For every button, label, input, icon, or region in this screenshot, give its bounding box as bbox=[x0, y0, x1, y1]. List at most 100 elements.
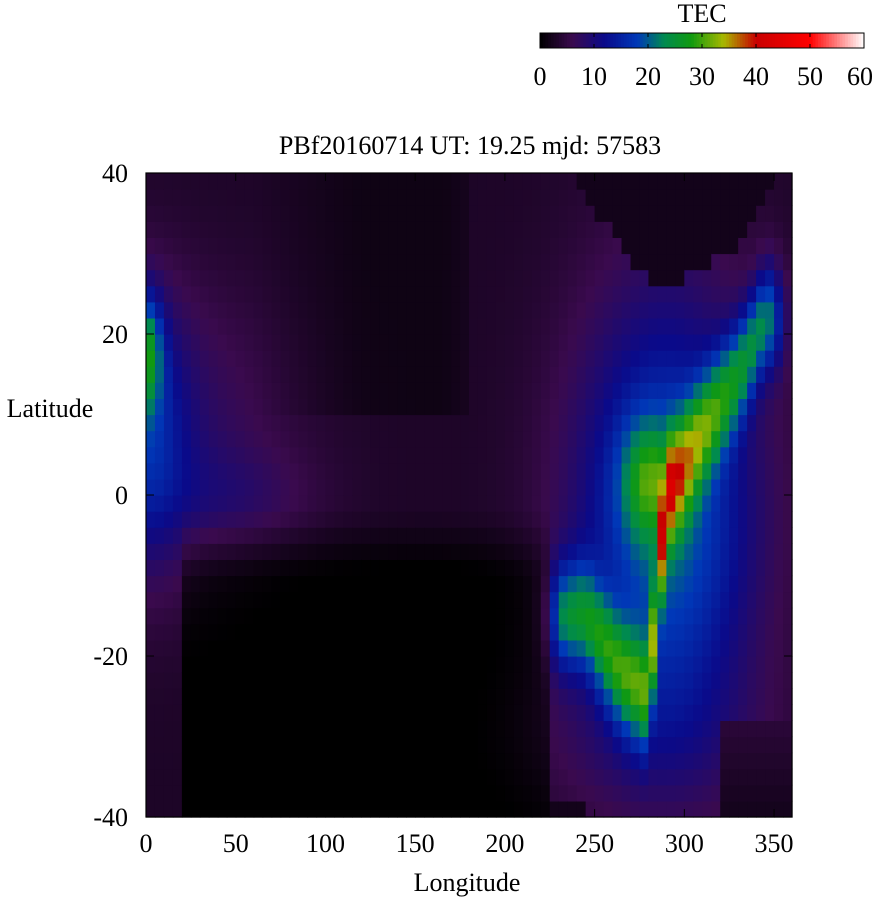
colorbar-segment bbox=[861, 33, 865, 48]
heatmap-cell bbox=[280, 301, 291, 319]
heatmap-cell bbox=[729, 559, 739, 577]
heatmap-cell bbox=[307, 414, 318, 432]
heatmap-cell bbox=[576, 414, 587, 432]
heatmap-cell bbox=[244, 623, 255, 641]
heatmap-cell bbox=[648, 688, 659, 705]
heatmap-cell bbox=[289, 656, 300, 673]
heatmap-cell bbox=[684, 285, 694, 303]
heatmap-cell bbox=[567, 768, 578, 786]
heatmap-cell bbox=[172, 752, 183, 770]
colorbar-segment bbox=[621, 33, 625, 48]
colorbar-segment bbox=[837, 33, 841, 48]
heatmap-cell bbox=[594, 656, 605, 673]
heatmap-cell bbox=[388, 768, 398, 786]
heatmap-cell bbox=[666, 350, 676, 367]
heatmap-cell bbox=[522, 269, 533, 287]
heatmap-cell bbox=[154, 591, 165, 609]
heatmap-cell bbox=[307, 205, 318, 222]
heatmap-cell bbox=[307, 672, 318, 689]
x-tick-label: 50 bbox=[223, 829, 249, 858]
heatmap-cell bbox=[352, 350, 362, 367]
heatmap-cell bbox=[657, 688, 667, 705]
heatmap-cell bbox=[585, 511, 596, 528]
heatmap-cell bbox=[675, 430, 685, 448]
heatmap-cell bbox=[774, 173, 784, 190]
heatmap-cell bbox=[720, 237, 730, 255]
heatmap-cell bbox=[675, 559, 685, 577]
heatmap-cell bbox=[469, 495, 479, 512]
heatmap-cell bbox=[594, 398, 605, 416]
heatmap-cell bbox=[433, 607, 443, 625]
heatmap-cell bbox=[756, 430, 766, 448]
heatmap-cell bbox=[262, 559, 273, 577]
heatmap-cell bbox=[280, 672, 291, 689]
heatmap-cell bbox=[738, 350, 748, 367]
heatmap-cell bbox=[469, 511, 479, 528]
heatmap-cell bbox=[460, 752, 470, 770]
colorbar-segment bbox=[801, 33, 806, 48]
heatmap-cell bbox=[442, 656, 452, 673]
heatmap-cell bbox=[388, 205, 398, 222]
heatmap-cell bbox=[729, 575, 739, 593]
heatmap-cell bbox=[477, 720, 488, 738]
heatmap-cell bbox=[702, 591, 712, 609]
heatmap-cell bbox=[244, 317, 255, 335]
heatmap-cell bbox=[460, 768, 470, 786]
heatmap-cell bbox=[190, 591, 201, 609]
heatmap-cell bbox=[504, 430, 515, 448]
heatmap-cell bbox=[469, 446, 479, 464]
heatmap-cell bbox=[477, 575, 488, 593]
heatmap-cell bbox=[388, 478, 398, 496]
heatmap-cell bbox=[379, 205, 389, 222]
heatmap-cell bbox=[253, 430, 264, 448]
heatmap-cell bbox=[271, 237, 282, 255]
colorbar-segment bbox=[750, 33, 754, 48]
heatmap-cell bbox=[585, 607, 596, 625]
heatmap-cell bbox=[316, 446, 327, 464]
heatmap-cell bbox=[280, 656, 291, 673]
heatmap-cell bbox=[729, 366, 739, 383]
heatmap-cell bbox=[352, 205, 362, 222]
heatmap-cell bbox=[217, 430, 228, 448]
heatmap-cell bbox=[262, 382, 273, 399]
heatmap-cell bbox=[451, 382, 461, 399]
heatmap-cell bbox=[388, 221, 398, 238]
heatmap-cell bbox=[594, 672, 605, 689]
heatmap-cell bbox=[531, 301, 542, 319]
heatmap-cell bbox=[280, 511, 291, 528]
heatmap-cell bbox=[361, 173, 371, 190]
heatmap-cell bbox=[522, 430, 533, 448]
heatmap-cell bbox=[540, 736, 551, 754]
heatmap-cell bbox=[334, 800, 344, 818]
heatmap-cell bbox=[648, 446, 659, 464]
heatmap-cell bbox=[684, 430, 694, 448]
heatmap-cell bbox=[675, 591, 685, 609]
colorbar-segment bbox=[747, 33, 752, 48]
heatmap-cell bbox=[774, 623, 784, 641]
heatmap-cell bbox=[711, 768, 721, 786]
heatmap-cell bbox=[226, 623, 237, 641]
heatmap-cell bbox=[657, 478, 667, 496]
heatmap-cell bbox=[244, 398, 255, 416]
heatmap-cell bbox=[325, 237, 336, 255]
heatmap-cell bbox=[774, 317, 784, 335]
heatmap-cell bbox=[289, 205, 300, 222]
heatmap-cell bbox=[298, 398, 309, 416]
heatmap-cell bbox=[316, 511, 327, 528]
heatmap-cell bbox=[271, 205, 282, 222]
heatmap-cell bbox=[352, 575, 362, 593]
heatmap-cell bbox=[576, 752, 587, 770]
colorbar-segment bbox=[656, 33, 660, 48]
heatmap-cell bbox=[217, 704, 228, 721]
colorbar-segment bbox=[764, 33, 768, 48]
heatmap-cell bbox=[657, 317, 667, 335]
heatmap-cell bbox=[154, 317, 165, 335]
heatmap-cell bbox=[648, 623, 659, 641]
heatmap-cell bbox=[406, 350, 416, 367]
heatmap-cell bbox=[424, 784, 434, 802]
heatmap-cell bbox=[271, 736, 282, 754]
heatmap-cell bbox=[639, 527, 650, 544]
heatmap-cell bbox=[540, 656, 551, 673]
heatmap-cell bbox=[307, 575, 318, 593]
heatmap-cell bbox=[738, 656, 748, 673]
